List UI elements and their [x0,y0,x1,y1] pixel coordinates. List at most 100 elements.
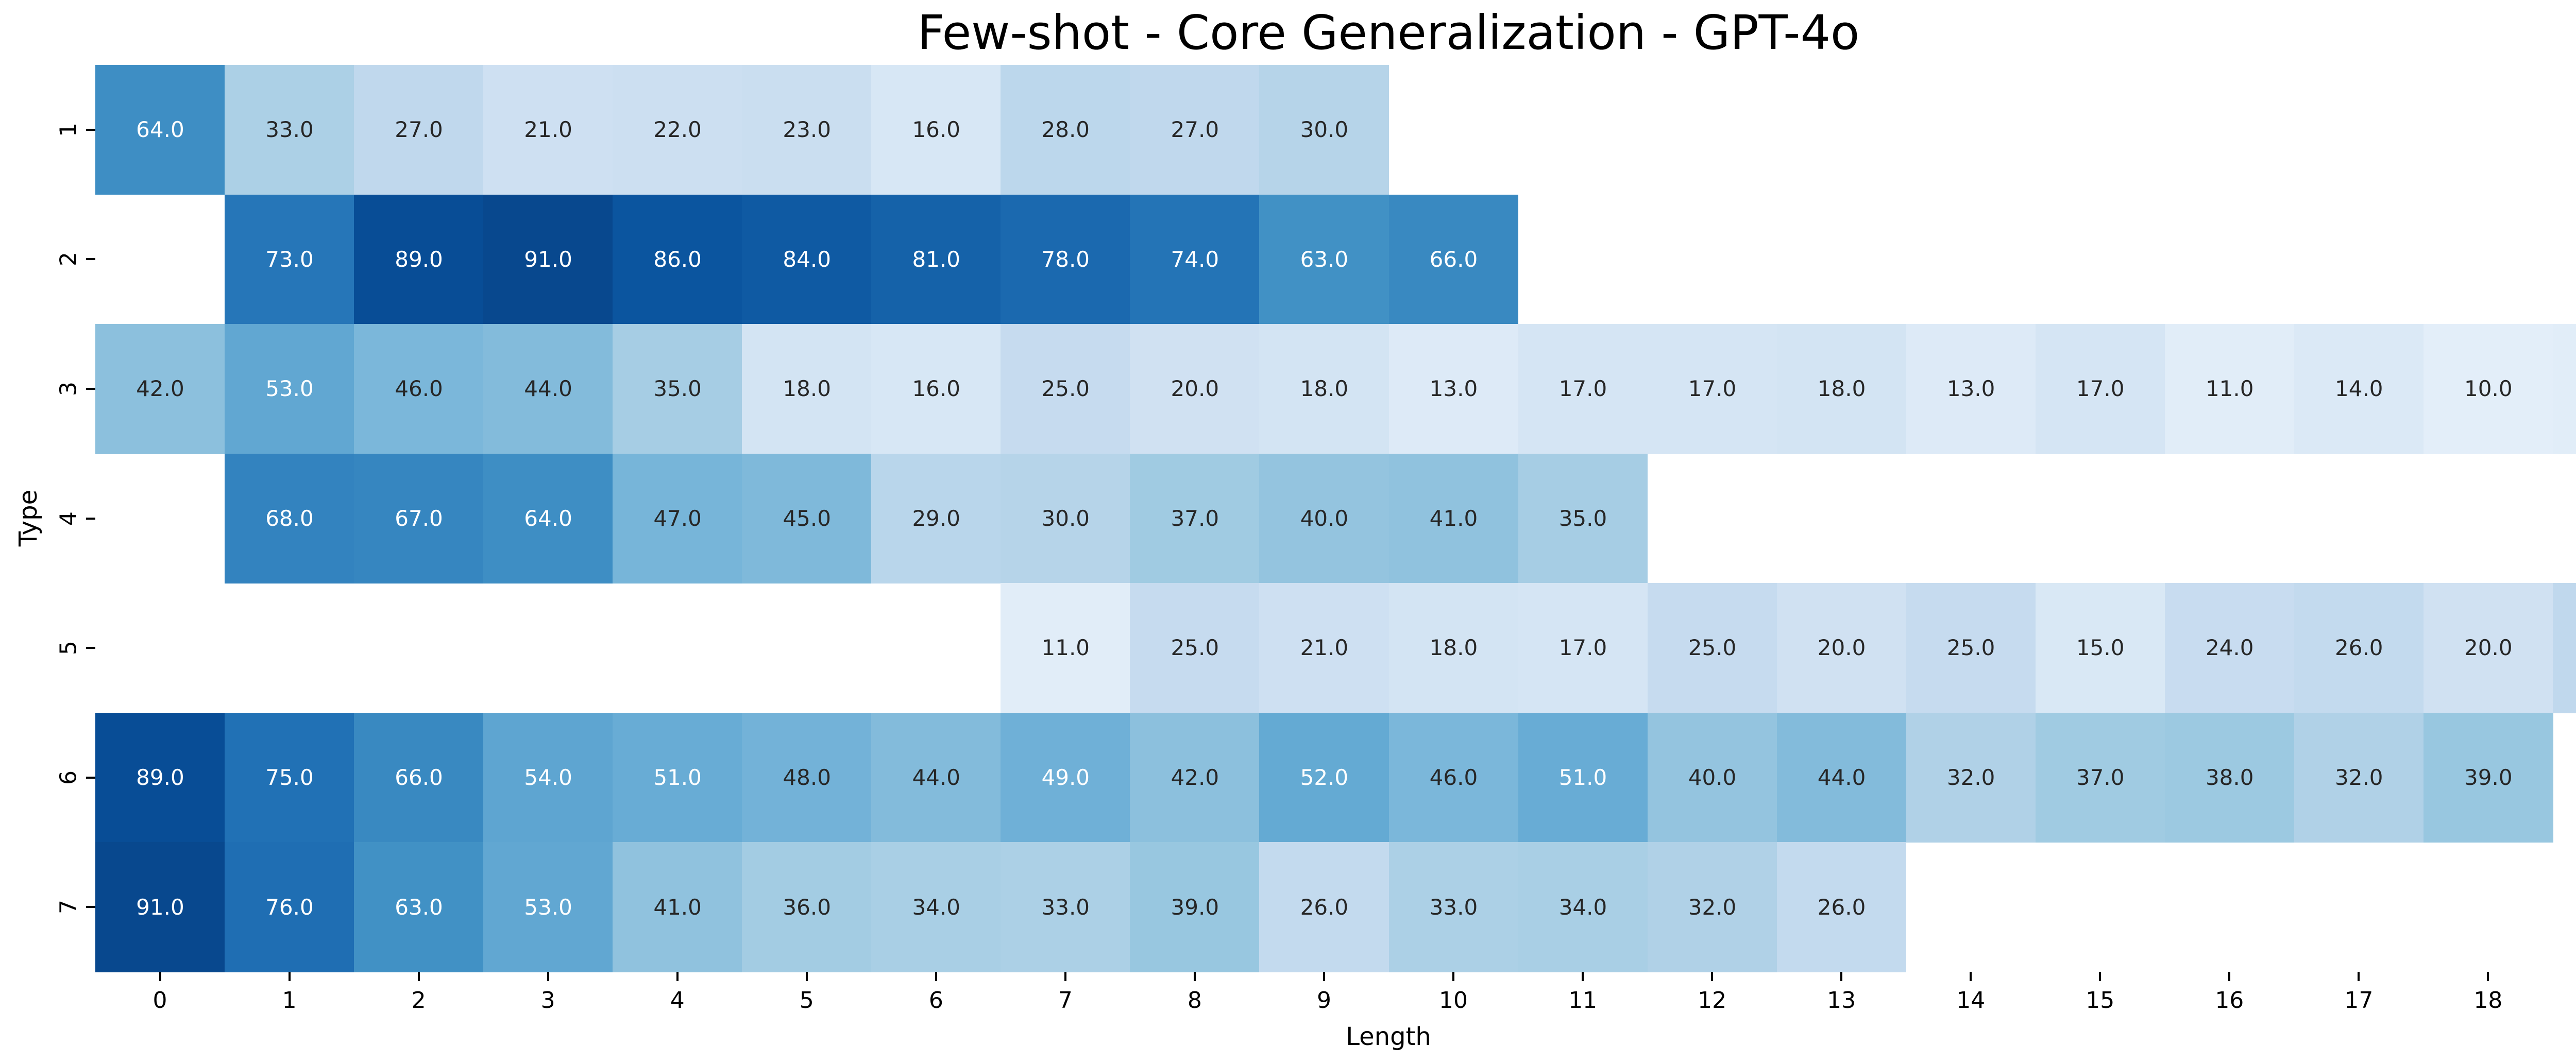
y-tick-label: 4 [55,511,82,526]
heatmap-cell: 32.0 [1647,842,1777,972]
heatmap-cell: 41.0 [1388,453,1519,584]
x-tick-mark [2099,972,2102,981]
x-tick-mark [1064,972,1066,981]
heatmap-cell: 16.0 [871,324,1002,454]
x-tick-label: 16 [2215,987,2244,1014]
heatmap-cell: 36.0 [742,842,872,972]
cell-value: 20.0 [1817,635,1866,661]
cell-value: 32.0 [1946,765,1995,791]
heatmap-cell: 29.0 [871,453,1002,584]
x-tick-mark [1193,972,1196,981]
heatmap-cell: 32.0 [2294,712,2424,843]
heatmap-cell: 17.0 [1647,324,1777,454]
x-tick-mark [159,972,161,981]
x-tick-mark [1323,972,1325,981]
heatmap-cell: 25.0 [1001,324,1131,454]
heatmap-cell: 51.0 [613,712,743,843]
heatmap-cell: 38.0 [2164,712,2295,843]
cell-value: 13.0 [1429,376,1478,402]
heatmap-cell: 46.0 [354,324,484,454]
cell-value: 75.0 [265,765,314,791]
cell-value: 39.0 [2464,765,2513,791]
heatmap-cell: 74.0 [1130,194,1260,324]
cell-value: 33.0 [1041,894,1090,920]
x-tick-mark [288,972,291,981]
heatmap-cell: 33.0 [1388,842,1519,972]
heatmap-cell: 30.0 [1001,453,1131,584]
heatmap-cell: 21.0 [483,65,613,195]
cell-value: 15.0 [2076,635,2125,661]
cell-value: 41.0 [1429,505,1478,531]
x-tick-mark [1452,972,1455,981]
heatmap-cell: 17.0 [1518,324,1648,454]
heatmap-cell: 45.0 [742,453,872,584]
y-tick-mark [86,517,95,520]
cell-value: 11.0 [1041,635,1090,661]
cell-value: 10.0 [2464,376,2513,402]
cell-value: 35.0 [1558,505,1607,531]
x-tick-mark [547,972,549,981]
x-tick-label: 18 [2473,987,2503,1014]
heatmap-cell: 34.0 [871,842,1002,972]
y-tick-label: 6 [55,770,82,785]
heatmap-cell: 22.0 [613,65,743,195]
cell-value: 73.0 [265,246,314,272]
x-tick-label: 14 [1956,987,1986,1014]
cell-value: 21.0 [524,117,572,143]
heatmap-cell: 44.0 [483,324,613,454]
cell-value: 64.0 [524,505,572,531]
cell-value: 18.0 [1429,635,1478,661]
heatmap-cell: 47.0 [613,453,743,584]
cell-value: 63.0 [395,894,443,920]
y-tick-mark [86,647,95,649]
cell-value: 20.0 [1171,376,1219,402]
cell-value: 63.0 [1300,246,1349,272]
heatmap-cell: 13.0 [1906,324,2036,454]
cell-value: 25.0 [1688,635,1737,661]
x-axis-label: Length [1346,1022,1431,1051]
cell-value: 26.0 [2335,635,2383,661]
heatmap-cell: 86.0 [613,194,743,324]
heatmap-cell: 11.0 [2552,324,2576,454]
cell-value: 33.0 [265,117,314,143]
cell-value: 18.0 [1817,376,1866,402]
heatmap-cell: 52.0 [1259,712,1389,843]
heatmap-cell: 54.0 [483,712,613,843]
cell-value: 28.0 [1041,117,1090,143]
cell-value: 51.0 [653,765,702,791]
cell-value: 17.0 [1688,376,1737,402]
x-tick-mark [417,972,420,981]
x-tick-label: 2 [411,987,426,1014]
cell-value: 32.0 [2335,765,2383,791]
heatmap-cell: 27.0 [1130,65,1260,195]
heatmap-cell: 78.0 [1001,194,1131,324]
heatmap-cell: 48.0 [742,712,872,843]
cell-value: 33.0 [1429,894,1478,920]
heatmap-cell: 39.0 [1130,842,1260,972]
cell-value: 16.0 [912,376,960,402]
cell-value: 42.0 [136,376,184,402]
heatmap-cell: 25.0 [1906,583,2036,713]
x-tick-label: 4 [670,987,685,1014]
cell-value: 54.0 [524,765,572,791]
cell-value: 66.0 [1429,246,1478,272]
heatmap-cell: 75.0 [225,712,354,843]
x-tick-label: 11 [1568,987,1598,1014]
cell-value: 23.0 [783,117,831,143]
cell-value: 11.0 [2205,376,2254,402]
cell-value: 76.0 [265,894,314,920]
cell-value: 13.0 [1946,376,1995,402]
cell-value: 26.0 [1817,894,1866,920]
cell-value: 44.0 [524,376,572,402]
heatmap-cell: 15.0 [2035,583,2165,713]
x-tick-mark [1970,972,1972,981]
x-tick-label: 13 [1827,987,1856,1014]
heatmap-cell: 26.0 [1776,842,1907,972]
heatmap-cell: 10.0 [2423,324,2553,454]
cell-value: 47.0 [653,505,702,531]
cell-value: 51.0 [1558,765,1607,791]
cell-value: 91.0 [136,894,184,920]
cell-value: 39.0 [1171,894,1219,920]
cell-value: 25.0 [1041,376,1090,402]
